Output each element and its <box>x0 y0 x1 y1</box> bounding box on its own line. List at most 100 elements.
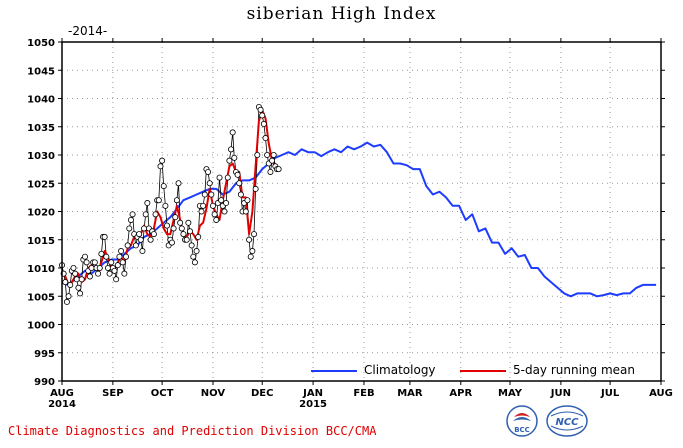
daily-point <box>211 211 218 218</box>
x-tick-label: JAN <box>302 388 323 399</box>
daily-point <box>234 171 241 178</box>
y-tick-label: 1040 <box>27 95 55 106</box>
daily-point <box>170 225 177 232</box>
chart-title: siberian High Index <box>246 4 437 24</box>
daily-point <box>267 168 274 175</box>
daily-point <box>198 208 205 215</box>
daily-point <box>187 228 194 235</box>
daily-point <box>91 259 98 266</box>
daily-point <box>270 151 277 158</box>
daily-point <box>101 233 108 240</box>
y-tick-label: 1035 <box>27 123 55 134</box>
daily-point <box>269 157 276 164</box>
daily-point <box>83 259 90 266</box>
footer-credit: Climate Diagnostics and Prediction Divis… <box>8 424 377 438</box>
daily-point <box>254 151 261 158</box>
daily-point <box>191 259 198 266</box>
daily-point <box>124 242 131 249</box>
plot-frame <box>61 41 662 382</box>
daily-point <box>208 191 215 198</box>
legend-climatology-label: Climatology <box>364 363 436 377</box>
daily-point <box>172 214 179 221</box>
daily-point <box>242 208 249 215</box>
daily-point <box>257 106 264 113</box>
year-label: -2014- <box>68 24 107 38</box>
y-tick-label: 1010 <box>27 264 55 275</box>
daily-point <box>73 276 80 283</box>
daily-point <box>246 236 253 243</box>
daily-point <box>111 267 118 274</box>
x-tick-label: FEB <box>353 388 374 399</box>
daily-point <box>205 168 212 175</box>
daily-point <box>159 157 166 164</box>
daily-point <box>113 276 120 283</box>
daily-point <box>178 225 185 232</box>
daily-point <box>152 211 159 218</box>
x-tick-label: NOV <box>201 388 226 399</box>
daily-point <box>98 250 105 257</box>
daily-point <box>251 231 258 238</box>
y-tick-label: 995 <box>34 349 55 360</box>
daily-point <box>160 183 167 190</box>
y-tick-label: 990 <box>34 377 55 388</box>
daily-point <box>150 231 157 238</box>
legend-running-mean-label: 5-day running mean <box>513 363 635 377</box>
daily-point <box>65 293 72 300</box>
running-mean-line <box>61 108 280 286</box>
x-tick-label: MAY <box>498 388 523 399</box>
daily-point <box>136 231 143 238</box>
daily-point <box>62 279 69 286</box>
x-tick-label: APR <box>449 388 472 399</box>
x-tick-label: AUG <box>649 388 673 399</box>
daily-point <box>129 211 136 218</box>
x-tick-label: OCT <box>151 388 174 399</box>
series-layer <box>59 103 657 305</box>
daily-point <box>249 248 256 255</box>
daily-point <box>231 154 238 161</box>
daily-point <box>173 197 180 204</box>
x-tick-label: SEP <box>102 388 123 399</box>
x-tick-sublabel: 2015 <box>299 399 327 410</box>
daily-point <box>78 276 85 283</box>
daily-point <box>175 180 182 187</box>
daily-point <box>264 151 271 158</box>
daily-point <box>216 174 223 181</box>
y-tick-label: 1045 <box>27 66 55 77</box>
daily-point <box>223 200 230 207</box>
x-tick-label: MAR <box>397 388 423 399</box>
daily-point <box>237 191 244 198</box>
y-tick-label: 1015 <box>27 236 55 247</box>
daily-point <box>252 185 259 192</box>
daily-point <box>260 120 267 127</box>
daily-point <box>63 298 70 305</box>
y-tick-label: 1025 <box>27 179 55 190</box>
daily-point <box>226 157 233 164</box>
daily-point <box>106 270 113 277</box>
daily-point <box>209 202 216 209</box>
daily-point <box>144 200 151 207</box>
daily-point <box>180 231 187 238</box>
daily-point <box>177 219 184 226</box>
daily-point <box>119 259 126 266</box>
x-tick-label: JUL <box>600 388 620 399</box>
daily-point <box>123 253 130 260</box>
daily-point <box>190 253 197 260</box>
daily-point <box>247 253 254 260</box>
daily-point <box>206 180 213 187</box>
daily-point <box>70 264 77 271</box>
daily-point <box>121 270 128 277</box>
daily-point <box>86 273 93 280</box>
daily-point <box>188 242 195 249</box>
daily-point <box>259 112 266 119</box>
daily-point <box>162 202 169 209</box>
daily-point <box>104 264 111 271</box>
x-tick-sublabel: 2014 <box>48 399 76 410</box>
daily-point <box>127 216 134 223</box>
daily-point <box>126 225 133 232</box>
svg-text:NCC: NCC <box>555 417 579 428</box>
daily-point <box>118 248 125 255</box>
daily-point <box>155 197 162 204</box>
daily-point <box>218 197 225 204</box>
bcc-logo: BCC <box>506 405 538 437</box>
